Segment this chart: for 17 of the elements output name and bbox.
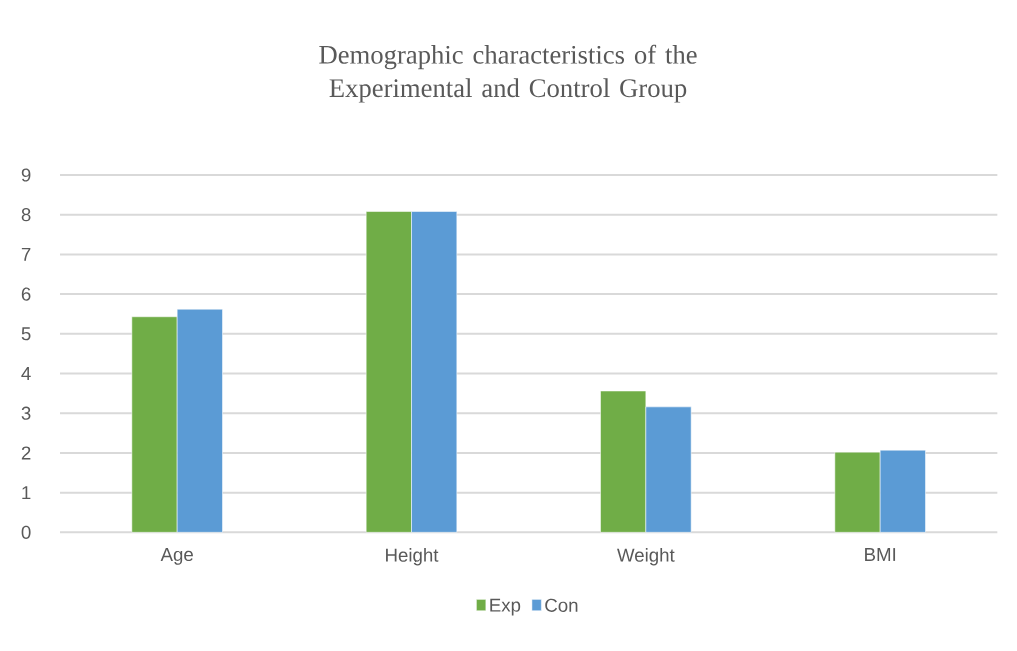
x-tick-label: BMI bbox=[865, 548, 896, 561]
x-tick-label: Height bbox=[386, 548, 439, 566]
y-tick-label: 0 bbox=[21, 525, 31, 539]
y-tick-label: 7 bbox=[21, 247, 31, 261]
legend-label: Exp bbox=[490, 598, 521, 616]
y-tick-label: 3 bbox=[21, 406, 31, 420]
x-tick-label: Age bbox=[160, 548, 193, 565]
y-tick-label: 8 bbox=[21, 208, 31, 222]
legend-label: Con bbox=[545, 598, 578, 612]
y-tick-label: 1 bbox=[22, 486, 31, 500]
y-tick-label: 4 bbox=[21, 367, 31, 380]
x-tick-label: Weight bbox=[617, 548, 675, 566]
chart-title: Demographic characteristics of the Experimental and Control Group bbox=[319, 44, 697, 103]
y-tick-label: 6 bbox=[21, 287, 31, 301]
y-tick-label: 9 bbox=[21, 168, 31, 182]
y-tick-label: 5 bbox=[21, 327, 31, 341]
y-tick-label: 2 bbox=[21, 446, 31, 460]
